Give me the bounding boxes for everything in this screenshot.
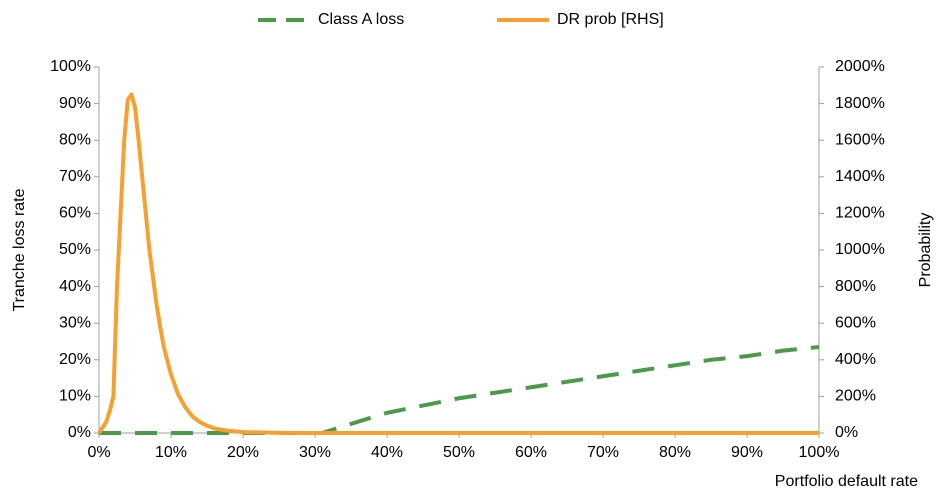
legend-label: Class A loss [318, 11, 404, 28]
x-axis-label: Portfolio default rate [775, 473, 918, 490]
x-tick-label: 100% [799, 444, 840, 461]
y-tick-label: 20% [59, 351, 91, 368]
y-axis-label: Tranche loss rate [11, 188, 28, 311]
x-tick-label: 60% [515, 444, 547, 461]
series-line [97, 92, 819, 435]
y2-tick-label: 0% [835, 424, 858, 441]
y-tick-label: 50% [59, 241, 91, 258]
series-line [99, 345, 820, 435]
y2-tick-label: 400% [835, 351, 876, 368]
y-tick-label: 90% [59, 95, 91, 112]
y2-tick-label: 1000% [835, 241, 885, 258]
x-tick-label: 40% [371, 444, 403, 461]
y2-tick-label: 1600% [835, 131, 885, 148]
y-tick-label: 70% [59, 168, 91, 185]
x-tick-label: 20% [227, 444, 259, 461]
y-tick-label: 100% [50, 58, 91, 75]
x-tick-label: 30% [299, 444, 331, 461]
y2-tick-label: 1200% [835, 205, 885, 222]
y-tick-label: 30% [59, 314, 91, 331]
y-tick-label: 10% [59, 388, 91, 405]
y2-tick-label: 1800% [835, 95, 885, 112]
legend-label: DR prob [RHS] [557, 11, 664, 28]
x-tick-label: 10% [155, 444, 187, 461]
x-tick-label: 80% [659, 444, 691, 461]
x-tick-label: 70% [587, 444, 619, 461]
y-tick-label: 60% [59, 205, 91, 222]
y2-tick-label: 600% [835, 314, 876, 331]
y2-tick-label: 200% [835, 388, 876, 405]
y2-tick-label: 1400% [835, 168, 885, 185]
y-tick-label: 40% [59, 278, 91, 295]
y2-tick-label: 800% [835, 278, 876, 295]
y2-tick-label: 2000% [835, 58, 885, 75]
y2-axis-label: Probability [917, 213, 934, 288]
x-tick-label: 50% [443, 444, 475, 461]
y-tick-label: 80% [59, 131, 91, 148]
x-tick-label: 90% [731, 444, 763, 461]
x-tick-label: 0% [87, 444, 110, 461]
y-tick-label: 0% [68, 424, 91, 441]
